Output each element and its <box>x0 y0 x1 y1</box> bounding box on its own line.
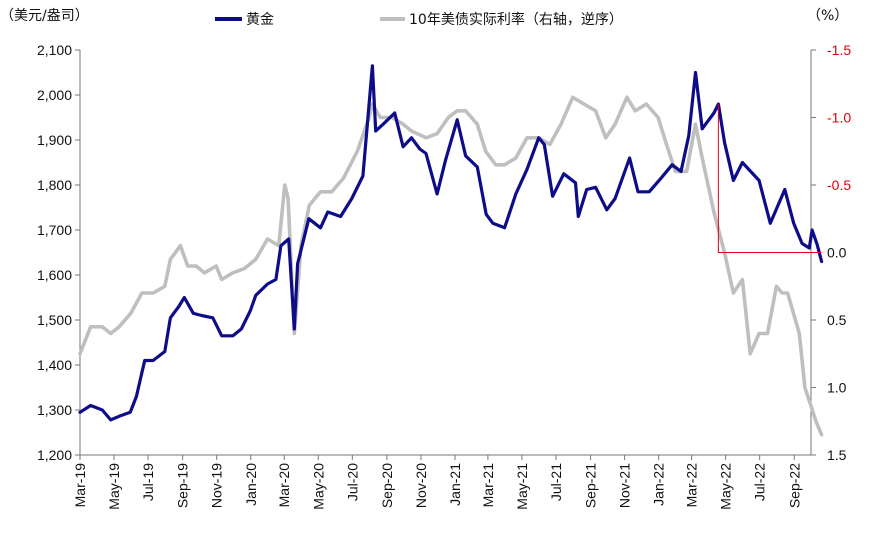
x-tick-label: Jan-20 <box>243 463 259 506</box>
x-tick-label: May-20 <box>310 463 326 510</box>
x-tick-label: Jul-20 <box>344 463 360 501</box>
left-tick-label: 1,600 <box>37 267 72 283</box>
x-tick-label: May-21 <box>514 463 530 510</box>
legend: 黄金 10年美债实际利率（右轴，逆序） <box>215 11 623 28</box>
right-tick-label: -1.0 <box>827 110 851 126</box>
x-tick-label: Mar-20 <box>276 463 292 508</box>
x-tick-label: Nov-20 <box>413 463 429 508</box>
right-tick-label: -0.5 <box>827 177 851 193</box>
left-tick-label: 1,300 <box>37 402 72 418</box>
left-axis-ticks: 1,200 1,300 1,400 1,500 1,600 1,700 1,800 1,900… <box>37 42 80 463</box>
x-axis-ticks: Mar-19 May-19 Jul-19 Sep-19 Nov-19 Jan-20 Mar-… <box>72 455 802 510</box>
left-tick-label: 1,500 <box>37 312 72 328</box>
left-tick-label: 1,200 <box>37 447 72 463</box>
left-tick-label: 2,100 <box>37 42 72 58</box>
x-tick-label: Mar-19 <box>72 463 88 508</box>
series-layer <box>78 64 824 437</box>
x-tick-label: Nov-21 <box>617 463 633 508</box>
annotation-layer <box>717 104 822 253</box>
x-tick-label: Sep-21 <box>583 463 599 508</box>
right-axis-ticks: -1.5 -1.0 -0.5 0.0 0.5 1.0 1.5 <box>811 42 851 463</box>
legend-label-real-rate: 10年美债实际利率（右轴，逆序） <box>409 11 623 28</box>
left-tick-label: 1,900 <box>37 132 72 148</box>
left-axis-unit: （美元/盎司） <box>0 8 89 24</box>
right-tick-label: 1.5 <box>827 447 847 463</box>
left-tick-label: 2,000 <box>37 87 72 103</box>
right-tick-label: 1.0 <box>827 380 847 396</box>
x-tick-label: Jul-19 <box>140 463 156 501</box>
series-line-real-rate <box>78 95 824 437</box>
left-tick-label: 1,700 <box>37 222 72 238</box>
right-tick-label: -1.5 <box>827 42 851 58</box>
x-tick-label: May-22 <box>718 463 734 510</box>
x-tick-label: Nov-19 <box>209 463 225 508</box>
right-tick-label: 0.0 <box>827 245 847 261</box>
x-tick-label: Sep-20 <box>379 463 395 508</box>
x-tick-label: Sep-22 <box>786 463 802 508</box>
legend-label-gold: 黄金 <box>246 11 274 28</box>
x-tick-label: Sep-19 <box>175 463 191 508</box>
x-tick-label: Jan-21 <box>447 463 463 506</box>
x-tick-label: Mar-21 <box>480 463 496 508</box>
left-tick-label: 1,800 <box>37 177 72 193</box>
left-tick-label: 1,400 <box>37 357 72 373</box>
series-line-gold <box>78 64 824 422</box>
x-tick-label: Jul-22 <box>752 463 768 501</box>
x-tick-label: Jan-22 <box>651 463 667 506</box>
x-tick-label: Jul-21 <box>548 463 564 501</box>
x-tick-label: Mar-22 <box>684 463 700 508</box>
right-axis-unit: （%） <box>807 8 848 24</box>
x-tick-label: May-19 <box>106 463 122 510</box>
red-bracket-annotation <box>717 104 822 253</box>
right-tick-label: 0.5 <box>827 312 847 328</box>
